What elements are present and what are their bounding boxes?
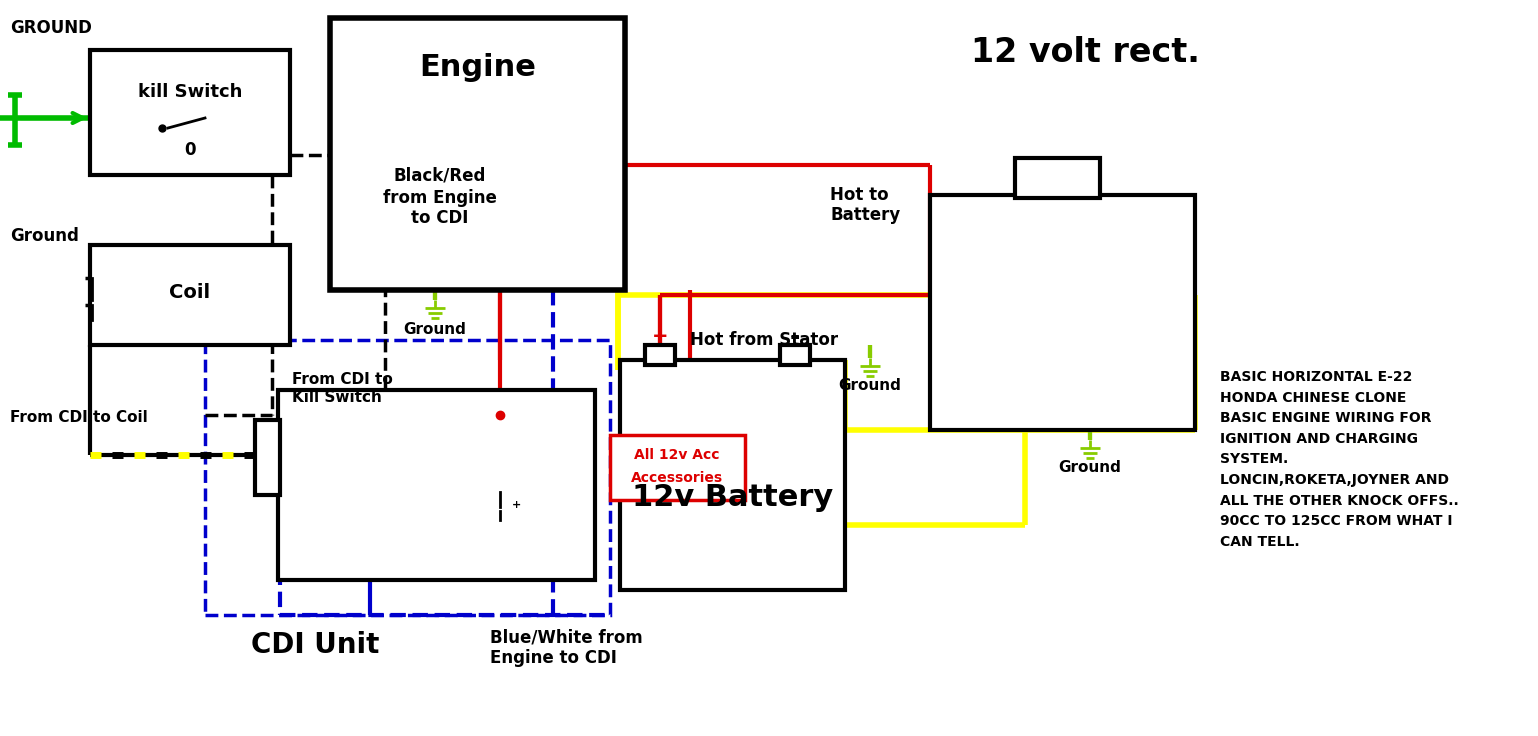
Text: Kill Switch: Kill Switch — [292, 391, 381, 406]
Bar — [1015, 158, 1100, 198]
Text: Coil: Coil — [169, 283, 211, 302]
Text: kill Switch: kill Switch — [138, 83, 241, 101]
Text: -: - — [791, 325, 800, 349]
Text: 12v Battery: 12v Battery — [632, 484, 834, 512]
Bar — [644, 345, 675, 365]
Text: 0: 0 — [185, 141, 195, 159]
Text: From CDI to Coil: From CDI to Coil — [11, 411, 148, 425]
Text: Accessories: Accessories — [631, 471, 723, 485]
Text: +: + — [512, 500, 521, 510]
Text: Engine: Engine — [420, 54, 537, 82]
Text: Hot to: Hot to — [831, 186, 889, 204]
Text: 12 volt rect.: 12 volt rect. — [970, 35, 1200, 68]
Text: to CDI: to CDI — [411, 209, 469, 227]
Text: From CDI to: From CDI to — [292, 372, 392, 387]
Bar — [930, 195, 1195, 430]
Text: Hot from Stator: Hot from Stator — [691, 331, 838, 349]
Text: All 12v Acc: All 12v Acc — [634, 448, 720, 462]
Text: BASIC HORIZONTAL E-22
HONDA CHINESE CLONE
BASIC ENGINE WIRING FOR
IGNITION AND C: BASIC HORIZONTAL E-22 HONDA CHINESE CLON… — [1220, 370, 1458, 549]
Text: Ground: Ground — [403, 322, 466, 338]
Text: Engine to CDI: Engine to CDI — [491, 649, 617, 667]
Text: Ground: Ground — [838, 378, 901, 392]
Bar — [91, 245, 291, 345]
Bar — [91, 50, 291, 175]
Text: Black/Red: Black/Red — [394, 166, 486, 184]
Bar — [278, 390, 595, 580]
Text: GROUND: GROUND — [11, 19, 92, 37]
Text: Ground: Ground — [11, 227, 78, 245]
Text: Battery: Battery — [831, 206, 900, 224]
Text: CDI Unit: CDI Unit — [251, 631, 380, 659]
Text: Ground: Ground — [1058, 461, 1121, 475]
Bar — [331, 18, 624, 290]
Bar — [611, 435, 744, 500]
Text: from Engine: from Engine — [383, 189, 497, 207]
Bar — [780, 345, 811, 365]
Text: +: + — [652, 328, 667, 347]
Bar — [620, 360, 844, 590]
Bar — [255, 420, 280, 495]
Bar — [205, 340, 611, 615]
Text: Blue/White from: Blue/White from — [491, 629, 643, 647]
